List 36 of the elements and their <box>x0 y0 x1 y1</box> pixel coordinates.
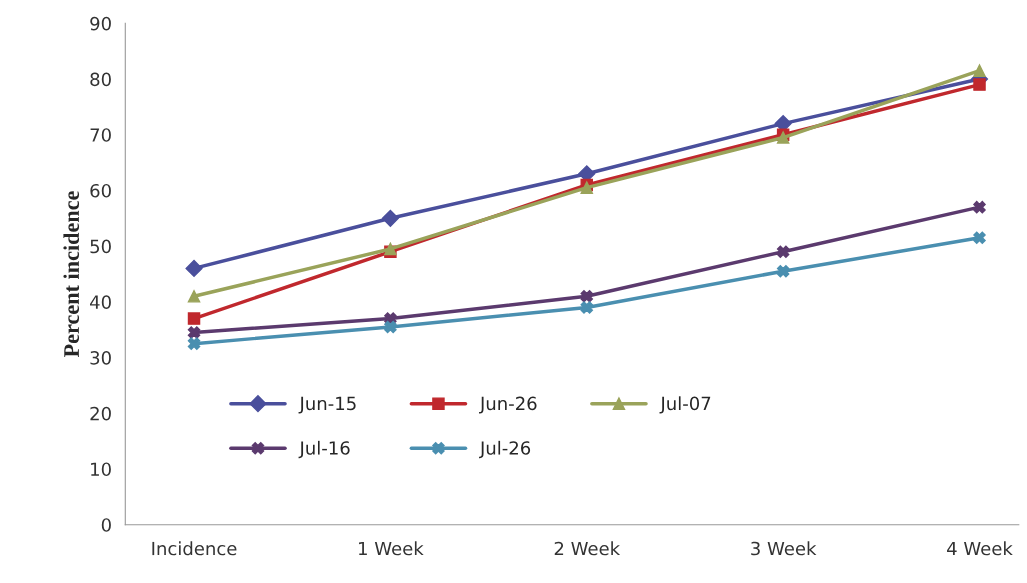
x-tick-label: Incidence <box>152 541 237 556</box>
y-tick-label: 80 <box>90 72 111 87</box>
point <box>384 320 397 334</box>
x-tick-label: 3 Week <box>751 541 817 556</box>
point <box>580 290 594 303</box>
y-tick-label: 20 <box>90 406 111 421</box>
point <box>187 337 201 350</box>
y-tick-label: 90 <box>90 16 111 31</box>
point <box>776 245 790 258</box>
y-tick-label: 40 <box>90 295 111 309</box>
y-axis-title: Percent incidence <box>63 191 80 358</box>
y-tick-label: 10 <box>91 462 111 477</box>
point <box>973 200 986 214</box>
point <box>580 301 594 314</box>
x-tick-label: 1 Week <box>359 541 424 556</box>
point <box>973 231 986 245</box>
point <box>185 259 203 277</box>
legend-label: Jul-16 <box>298 440 350 459</box>
y-tick-label: 60 <box>90 183 111 198</box>
x-tick-label: 4 Week <box>947 541 1013 556</box>
legend-label: Jun-15 <box>298 396 356 414</box>
point <box>187 290 201 303</box>
legend-label: Jun-26 <box>479 396 537 414</box>
point <box>776 264 790 278</box>
point <box>187 326 201 339</box>
point <box>381 209 399 227</box>
y-tick-label: 50 <box>90 239 111 254</box>
legend-label: Jul-07 <box>659 396 711 414</box>
point <box>187 312 201 325</box>
y-tick-label: 0 <box>101 518 111 532</box>
y-tick-label: 30 <box>90 351 111 365</box>
point <box>973 64 986 77</box>
legend-label: Jul-26 <box>479 440 531 459</box>
point <box>973 78 986 91</box>
x-tick-label: 2 Week <box>554 541 621 556</box>
y-tick-label: 70 <box>90 128 111 142</box>
